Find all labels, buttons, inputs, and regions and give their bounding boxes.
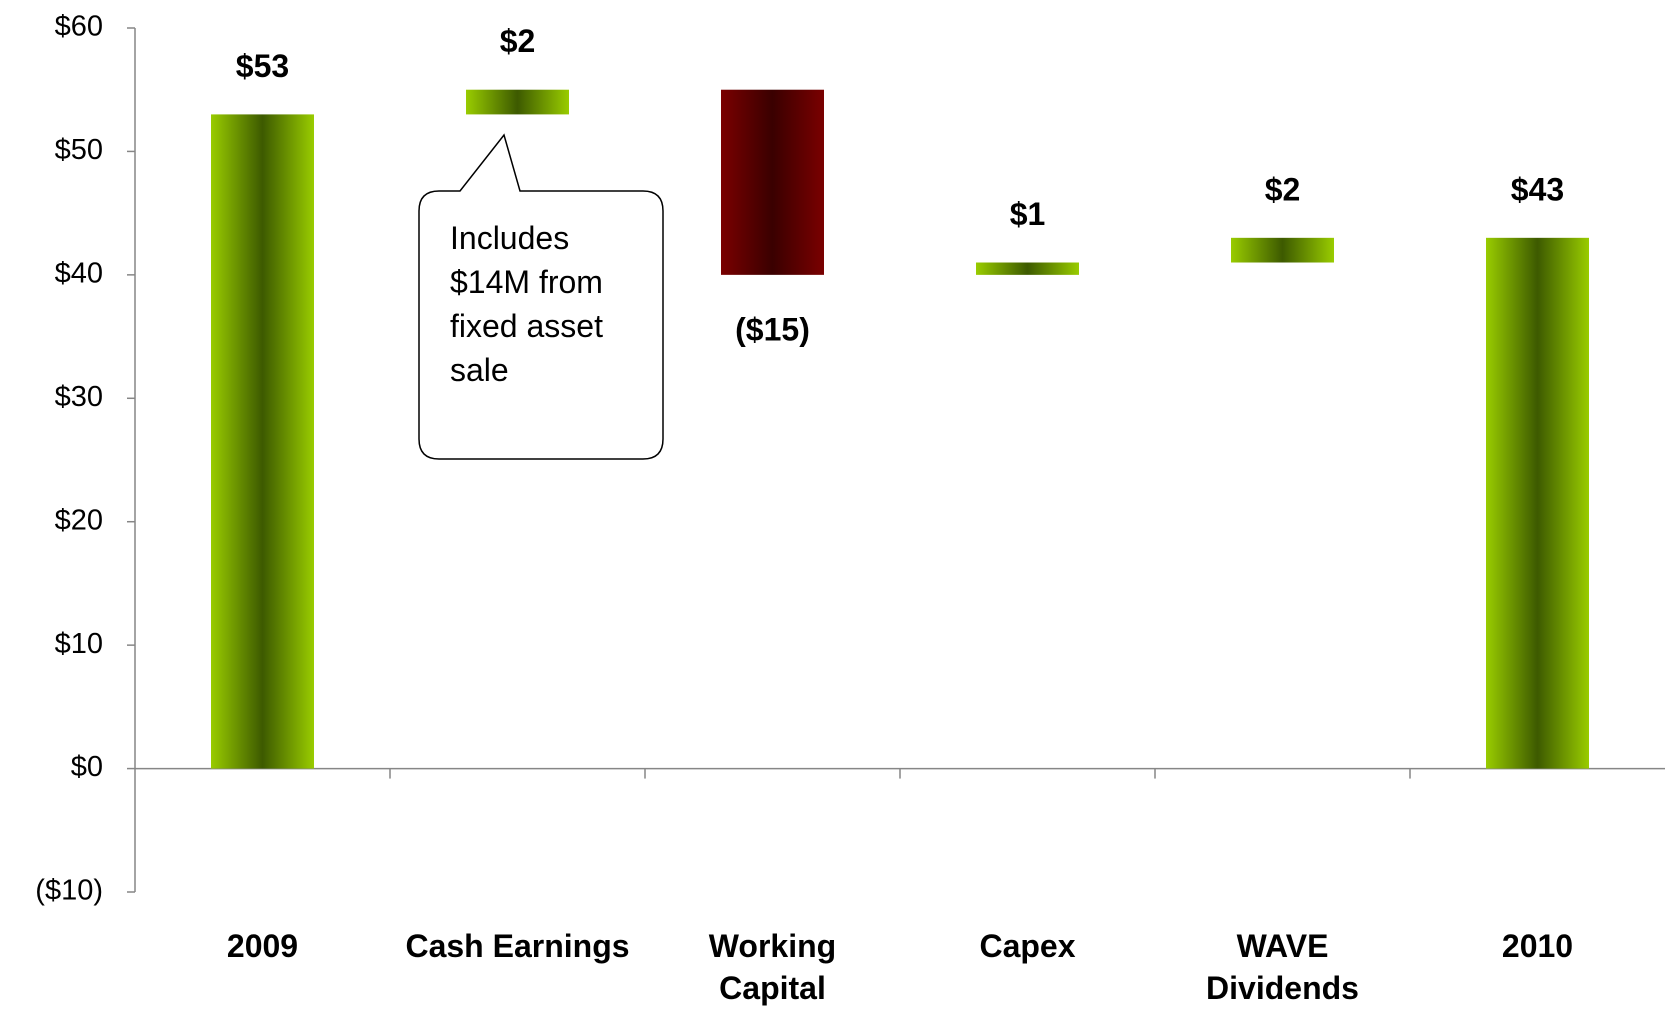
annotation: Includes $14M from fixed asset sale bbox=[450, 220, 603, 388]
x-tick-label: Cash Earnings bbox=[405, 928, 630, 964]
y-tick-label: $60 bbox=[55, 11, 103, 43]
value-label: ($15) bbox=[735, 311, 810, 347]
value-label: $2 bbox=[1265, 171, 1301, 207]
value-label: $43 bbox=[1511, 171, 1564, 207]
y-tick-label: $10 bbox=[55, 628, 103, 660]
value-label: $53 bbox=[236, 48, 289, 84]
bar bbox=[1231, 237, 1334, 263]
bar bbox=[721, 89, 824, 275]
x-tick-label: Working Capital bbox=[708, 928, 837, 1006]
value-label: $2 bbox=[500, 23, 536, 59]
bar bbox=[211, 114, 314, 769]
bar bbox=[466, 89, 569, 115]
value-label: $1 bbox=[1010, 196, 1046, 232]
bar bbox=[976, 262, 1079, 275]
x-tick-label: WAVE Dividends bbox=[1206, 928, 1359, 1006]
x-tick-label: Capex bbox=[979, 928, 1076, 964]
y-tick-label: ($10) bbox=[35, 875, 103, 907]
y-tick-label: $30 bbox=[55, 381, 103, 413]
callout-shape bbox=[418, 133, 664, 460]
bar bbox=[1486, 237, 1589, 769]
y-tick-label: $20 bbox=[55, 504, 103, 536]
x-tick-label: 2010 bbox=[1501, 928, 1574, 964]
y-tick-label: $40 bbox=[55, 258, 103, 290]
y-tick-label: $0 bbox=[71, 751, 103, 783]
x-tick-label: 2009 bbox=[226, 928, 299, 964]
y-tick-label: $50 bbox=[55, 134, 103, 166]
